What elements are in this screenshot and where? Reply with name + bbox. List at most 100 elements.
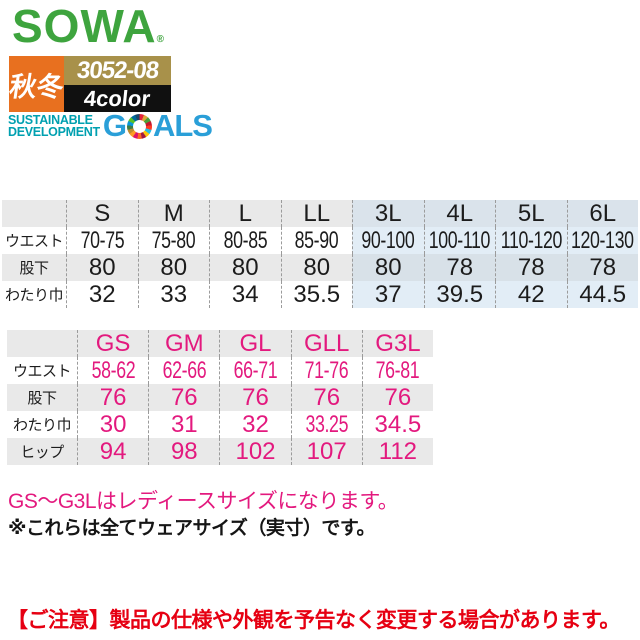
size-value-cell: 76: [290, 384, 362, 411]
row-label: わたり巾: [7, 411, 77, 438]
size-value-cell-text: 58-62: [91, 357, 135, 384]
color-count-badge: 4color: [64, 85, 171, 112]
table-corner-cell: [2, 200, 66, 227]
size-value-cell: 76: [148, 384, 220, 411]
size-value-cell: 102: [219, 438, 291, 465]
size-value-cell: 37: [352, 281, 424, 308]
sdg-logo-text: SUSTAINABLE DEVELOPMENT: [8, 113, 100, 139]
size-column-header: GLL: [290, 330, 362, 357]
size-value-cell: 32: [219, 411, 291, 438]
size-value-cell-text: 44.5: [579, 281, 627, 308]
size-value-cell: 112: [361, 438, 433, 465]
size-value-cell-text: 71-76: [304, 357, 349, 384]
size-column-header-text: M: [163, 200, 184, 227]
size-value-cell-text: 30: [99, 411, 127, 438]
table-row: 股下 76 76 76 76 76: [7, 384, 433, 411]
row-label-text: 股下: [19, 260, 49, 277]
size-value-cell-text: 80: [160, 254, 188, 281]
size-value-cell: 39.5: [423, 281, 495, 308]
size-value-cell: 85-90: [280, 227, 352, 254]
size-value-cell: 98: [148, 438, 220, 465]
size-value-cell-text: 34.5: [374, 411, 422, 438]
size-column-header: GM: [148, 330, 220, 357]
size-value-cell-text: 37: [374, 281, 402, 308]
season-badge-label: 秋冬: [7, 71, 66, 102]
size-column-header-text: 3L: [374, 200, 402, 227]
size-column-header: LL: [280, 200, 352, 227]
size-value-cell-text: 102: [235, 438, 276, 465]
sdg-goals-als: ALS: [152, 108, 213, 143]
row-label-text: ウエスト: [12, 363, 72, 380]
row-label-text: 股下: [27, 390, 57, 407]
size-value-cell: 110-120: [495, 227, 567, 254]
size-value-cell-text: 78: [517, 254, 545, 281]
sdg-line1: SUSTAINABLE: [8, 113, 93, 127]
size-value-cell-text: 39.5: [436, 281, 484, 308]
sdg-line2: DEVELOPMENT: [8, 125, 100, 139]
size-value-cell: 76-81: [361, 357, 433, 384]
size-column-header: 3L: [352, 200, 424, 227]
table-header-row: GS GM GL GLL G3L: [7, 330, 433, 357]
size-value-cell-text: 120-130: [571, 227, 635, 254]
size-value-cell-text: 76: [384, 384, 412, 411]
size-value-cell-text: 70-75: [80, 227, 125, 254]
table-row: 股下 80 80 80 80 80 78 78 78: [2, 254, 638, 281]
size-value-cell-text: 80-85: [223, 227, 268, 254]
row-label: ウエスト: [7, 357, 77, 384]
size-column-header: L: [209, 200, 281, 227]
row-label: ヒップ: [7, 438, 77, 465]
size-column-header-text: 6L: [589, 200, 617, 227]
row-label-text: わたり巾: [4, 287, 64, 304]
main-size-table: S M L LL 3L 4L 5L 6L ウエスト 70-75 75-80 80-85 85-90 90-…: [2, 200, 638, 308]
size-value-cell-text: 76: [170, 384, 198, 411]
brand-logo: SOWA®: [12, 0, 165, 66]
size-value-cell: 76: [219, 384, 291, 411]
size-column-header-text: L: [238, 200, 252, 227]
size-value-cell: 70-75: [66, 227, 138, 254]
row-label-text: ヒップ: [20, 444, 64, 461]
size-value-cell-text: 85-90: [294, 227, 339, 254]
table-row: わたり巾 30 31 32 33.25 34.5: [7, 411, 433, 438]
product-code-label: 3052-08: [75, 56, 160, 84]
size-column-header-text: GLL: [304, 330, 350, 357]
size-value-cell: 75-80: [137, 227, 209, 254]
size-column-header-text: 5L: [517, 200, 545, 227]
row-label: わたり巾: [2, 281, 66, 308]
size-value-cell: 80: [280, 254, 352, 281]
size-value-cell-text: 76-81: [376, 357, 420, 384]
brand-logo-text: SOWA: [12, 0, 157, 52]
size-value-cell: 32: [66, 281, 138, 308]
sdg-goals-wordmark: G ALS: [102, 108, 213, 143]
table-corner-cell: [7, 330, 77, 357]
size-value-cell-text: 35.5: [293, 281, 341, 308]
table-row: ウエスト 70-75 75-80 80-85 85-90 90-100 100-110 110…: [2, 227, 638, 254]
size-value-cell: 31: [148, 411, 220, 438]
table-row: ウエスト 58-62 62-66 66-71 71-76 76-81: [7, 357, 433, 384]
size-column-header: S: [66, 200, 138, 227]
size-column-header: M: [137, 200, 209, 227]
size-value-cell: 107: [290, 438, 362, 465]
caution-notice: 【ご注意】製品の仕様や外観を予告なく変更する場合があります。: [7, 609, 620, 632]
size-value-cell: 34: [209, 281, 281, 308]
size-value-cell-text: 66-71: [233, 357, 278, 384]
size-value-cell: 80-85: [209, 227, 281, 254]
size-value-cell: 71-76: [290, 357, 362, 384]
product-code-badge: 3052-08: [64, 56, 171, 85]
size-column-header: 5L: [495, 200, 567, 227]
size-value-cell-text: 76: [99, 384, 127, 411]
size-column-header-text: S: [94, 200, 111, 227]
size-value-cell: 90-100: [352, 227, 424, 254]
size-value-cell: 80: [209, 254, 281, 281]
size-value-cell: 58-62: [77, 357, 149, 384]
sdg-goals-g: G: [102, 108, 127, 143]
table-row: わたり巾 32 33 34 35.5 37 39.5 42 44.5: [2, 281, 638, 308]
size-value-cell-text: 94: [99, 438, 127, 465]
size-value-cell: 30: [77, 411, 149, 438]
size-value-cell-text: 31: [170, 411, 198, 438]
size-value-cell: 42: [495, 281, 567, 308]
size-value-cell: 80: [66, 254, 138, 281]
season-badge: 秋冬: [7, 56, 66, 112]
size-value-cell-text: 110-120: [500, 227, 563, 254]
size-value-cell: 100-110: [423, 227, 495, 254]
size-value-cell: 80: [137, 254, 209, 281]
